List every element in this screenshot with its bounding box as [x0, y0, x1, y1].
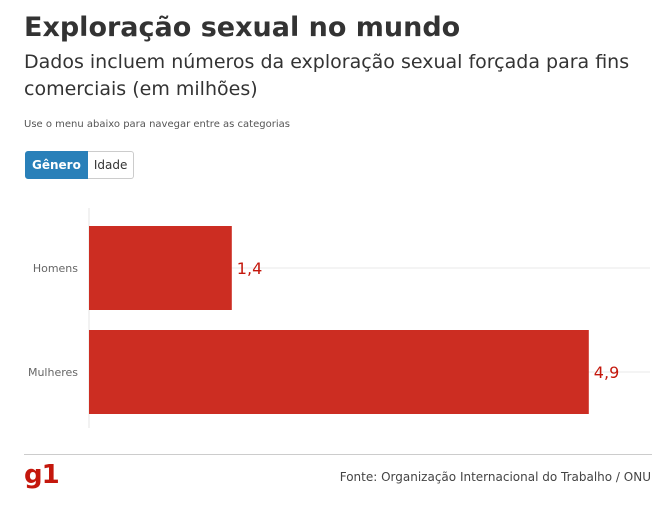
source-note: Fonte: Organização Internacional do Trab…	[339, 470, 651, 484]
value-label: 1,4	[237, 259, 262, 278]
category-tabs: Gênero Idade	[25, 151, 135, 179]
bar-mulheres	[89, 330, 589, 414]
navigation-instruction: Use o menu abaixo para navegar entre as …	[24, 119, 290, 130]
chart-subtitle: Dados incluem números da exploração sexu…	[24, 51, 630, 100]
tab-idade[interactable]: Idade	[87, 151, 135, 179]
g1-logo: g1	[24, 460, 60, 490]
category-label: Mulheres	[28, 366, 78, 379]
value-label: 4,9	[594, 363, 619, 382]
bar-chart: Homens 1,4 Mulheres 4,9	[28, 208, 650, 428]
bar-homens	[89, 226, 232, 310]
category-label: Homens	[33, 262, 78, 275]
chart-title: Exploração sexual no mundo	[24, 12, 461, 43]
tab-genero[interactable]: Gênero	[25, 151, 88, 179]
footer-divider	[24, 454, 652, 455]
